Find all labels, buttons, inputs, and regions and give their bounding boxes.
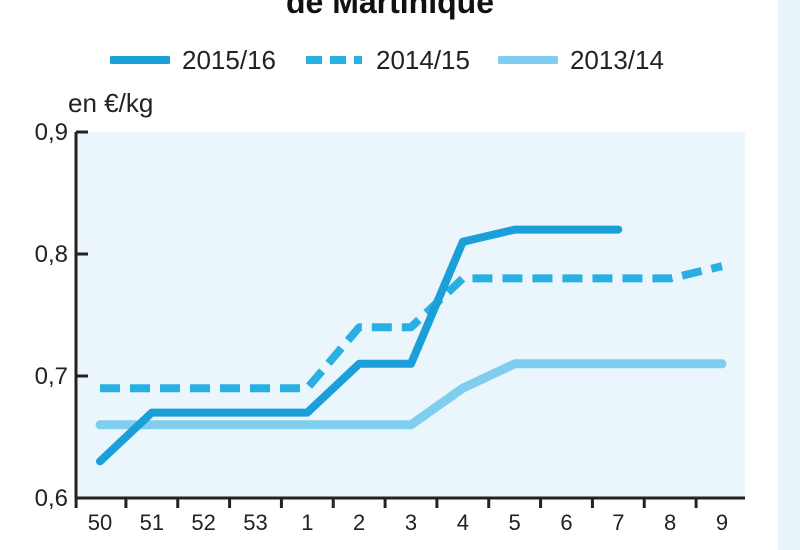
series-line-2014-15 [100, 262, 723, 393]
x-tick-label: 9 [716, 510, 728, 535]
series-line-2015-16 [96, 225, 623, 466]
y-tick-label: 0,8 [35, 241, 68, 268]
legend-item-3: 2013/14 [497, 44, 664, 76]
x-tick-label: 8 [664, 510, 676, 535]
x-tick-label: 2 [353, 510, 365, 535]
series-line-2013-14 [95, 359, 727, 430]
legend-swatch-dashed [305, 56, 362, 64]
x-tick-label: 52 [191, 510, 215, 535]
legend-item-1: 2015/16 [110, 45, 276, 76]
x-tick-label: 7 [612, 510, 624, 535]
y-tick-label: 0,9 [35, 119, 68, 146]
plot-area [76, 132, 745, 498]
x-tick-label: 53 [243, 510, 267, 535]
page-side-strip [778, 0, 800, 550]
legend-item-2: 2014/15 [304, 45, 470, 76]
x-tick-label: 5 [509, 510, 521, 535]
chart-title: de Martinique [285, 0, 494, 20]
chart-legend: 2015/16 2014/15 2013/14 [110, 40, 692, 80]
y-tick-label: 0,6 [35, 485, 68, 512]
y-tick-label: 0,7 [35, 363, 68, 390]
x-tick-label: 3 [405, 510, 417, 535]
legend-label-3: 2013/14 [569, 44, 664, 75]
y-axis-unit-label: en €/kg [68, 88, 154, 118]
x-tick-label: 6 [560, 510, 572, 535]
x-tick-label: 50 [88, 510, 112, 535]
x-tick-label: 51 [140, 510, 164, 535]
x-tick-label: 4 [457, 510, 469, 535]
x-tick-label: 1 [301, 510, 313, 535]
legend-swatch-light [497, 56, 558, 64]
legend-label-1: 2015/16 [182, 44, 276, 75]
legend-swatch-solid [110, 56, 170, 64]
legend-label-2: 2014/15 [375, 44, 470, 75]
